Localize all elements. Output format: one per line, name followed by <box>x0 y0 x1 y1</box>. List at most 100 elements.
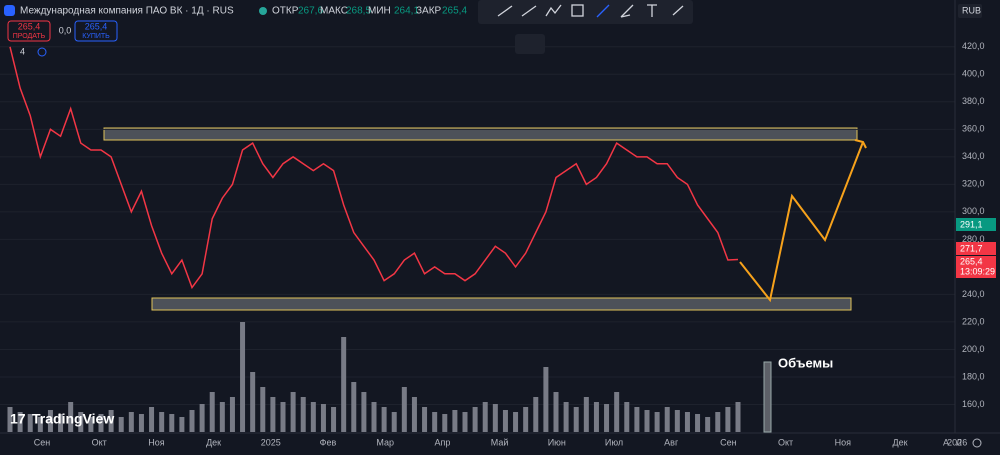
volume-bar <box>270 397 276 432</box>
volume-bar <box>401 387 407 432</box>
layout-toolbar[interactable] <box>515 34 545 54</box>
currency-box[interactable] <box>958 4 982 18</box>
volume-bar <box>391 412 397 432</box>
forecast-arrow <box>854 139 867 149</box>
volume-bar <box>138 414 144 432</box>
volume-bar <box>664 407 670 432</box>
volume-bar <box>209 392 215 432</box>
ma2-price-box <box>956 242 996 255</box>
volume-bar <box>533 397 539 432</box>
price-line <box>9 46 739 290</box>
x-tick-label: Июл <box>605 437 623 447</box>
ohlc-label: ОТКР <box>272 6 299 17</box>
tool-path[interactable] <box>545 4 562 17</box>
tool-highlight[interactable] <box>620 4 634 18</box>
y-tick-label: 200,0 <box>962 344 985 354</box>
volume-bar <box>229 397 235 432</box>
resistance-zone <box>103 127 858 141</box>
y-tick-label: 420,0 <box>962 41 985 51</box>
x-tick-label: 2026 <box>947 437 967 447</box>
volume-bar <box>78 412 84 432</box>
volume-bar <box>149 407 155 432</box>
x-tick-label: Сен <box>720 437 737 447</box>
buy-button[interactable] <box>74 20 118 42</box>
volume-bar <box>725 407 731 432</box>
volume-bar <box>159 412 165 432</box>
spread: 0,0 <box>59 25 72 35</box>
volume-bar <box>462 412 468 432</box>
y-tick-label: 340,0 <box>962 151 985 161</box>
ohlc-label: МАКС <box>320 6 348 17</box>
volume-bar <box>98 414 104 432</box>
volume-bar <box>341 337 347 432</box>
x-tick-label: Мар <box>376 437 394 447</box>
y-tick-label: 380,0 <box>962 96 985 106</box>
volume-bar <box>644 410 650 432</box>
volume-bar <box>199 404 205 432</box>
tool-rect[interactable] <box>571 4 584 17</box>
ma-price: 291,1 <box>960 219 983 229</box>
x-tick-label: Ноя <box>148 437 165 447</box>
x-tick-label: 2025 <box>261 437 281 447</box>
volume-bar <box>553 392 559 432</box>
volume-bar <box>422 407 428 432</box>
volume-bar <box>300 397 306 432</box>
last-price: 265,4 <box>960 256 983 266</box>
volume-bar <box>361 392 367 432</box>
support-zone <box>151 297 852 311</box>
volume-bar <box>624 402 630 432</box>
volume-bar <box>169 414 175 432</box>
volume-bar <box>17 412 23 432</box>
tool-brush[interactable] <box>596 4 610 18</box>
tool-trend[interactable] <box>497 5 513 17</box>
volume-bar <box>573 407 579 432</box>
volume-bar <box>108 410 114 432</box>
ma2-price: 271,7 <box>960 243 983 253</box>
corner-l[interactable]: Л <box>956 437 962 447</box>
x-tick-label: Фев <box>320 437 337 447</box>
volume-bar <box>472 407 478 432</box>
ohlc-label: ЗАКР <box>416 6 442 17</box>
volume-bar <box>290 392 296 432</box>
volume-bar <box>604 404 610 432</box>
volume-bar <box>58 414 64 432</box>
settings-gear[interactable] <box>972 438 982 448</box>
indicators-count: 4 <box>20 46 25 56</box>
x-tick-label: Окт <box>778 437 793 447</box>
buy-label: КУПИТЬ <box>82 33 110 40</box>
x-tick-label: Ноя <box>835 437 852 447</box>
sell-button[interactable] <box>7 20 51 42</box>
volume-bar <box>634 407 640 432</box>
volume-bar <box>563 402 569 432</box>
logo: TradingView <box>32 411 114 427</box>
y-tick-label: 240,0 <box>962 289 985 299</box>
volume-bar <box>240 322 246 432</box>
tool-erase[interactable] <box>672 5 684 16</box>
header-bg <box>0 0 470 22</box>
x-tick-label: Дек <box>206 437 221 447</box>
volume-bar <box>502 410 508 432</box>
volume-bar <box>614 392 620 432</box>
corner-a[interactable]: А <box>943 437 949 447</box>
settings-icon[interactable] <box>37 47 47 57</box>
volume-bar <box>371 402 377 432</box>
y-tick-label: 160,0 <box>962 399 985 409</box>
volume-note-box <box>763 361 772 433</box>
volume-bar <box>118 417 124 432</box>
ohlc-value: 264,1 <box>394 6 419 17</box>
forecast-path <box>739 141 864 303</box>
x-tick-label: Окт <box>92 437 107 447</box>
drawing-toolbar <box>478 0 693 24</box>
y-tick-label: 360,0 <box>962 124 985 134</box>
volume-bar <box>654 412 660 432</box>
tool-text[interactable] <box>647 4 657 17</box>
plot <box>0 46 955 432</box>
volume-label: Объемы <box>778 355 833 370</box>
tool-ray[interactable] <box>521 5 537 17</box>
volume-bar <box>735 402 741 432</box>
y-tick-label: 300,0 <box>962 206 985 216</box>
volume-bar <box>442 414 448 432</box>
x-tick-label: Июн <box>548 437 566 447</box>
